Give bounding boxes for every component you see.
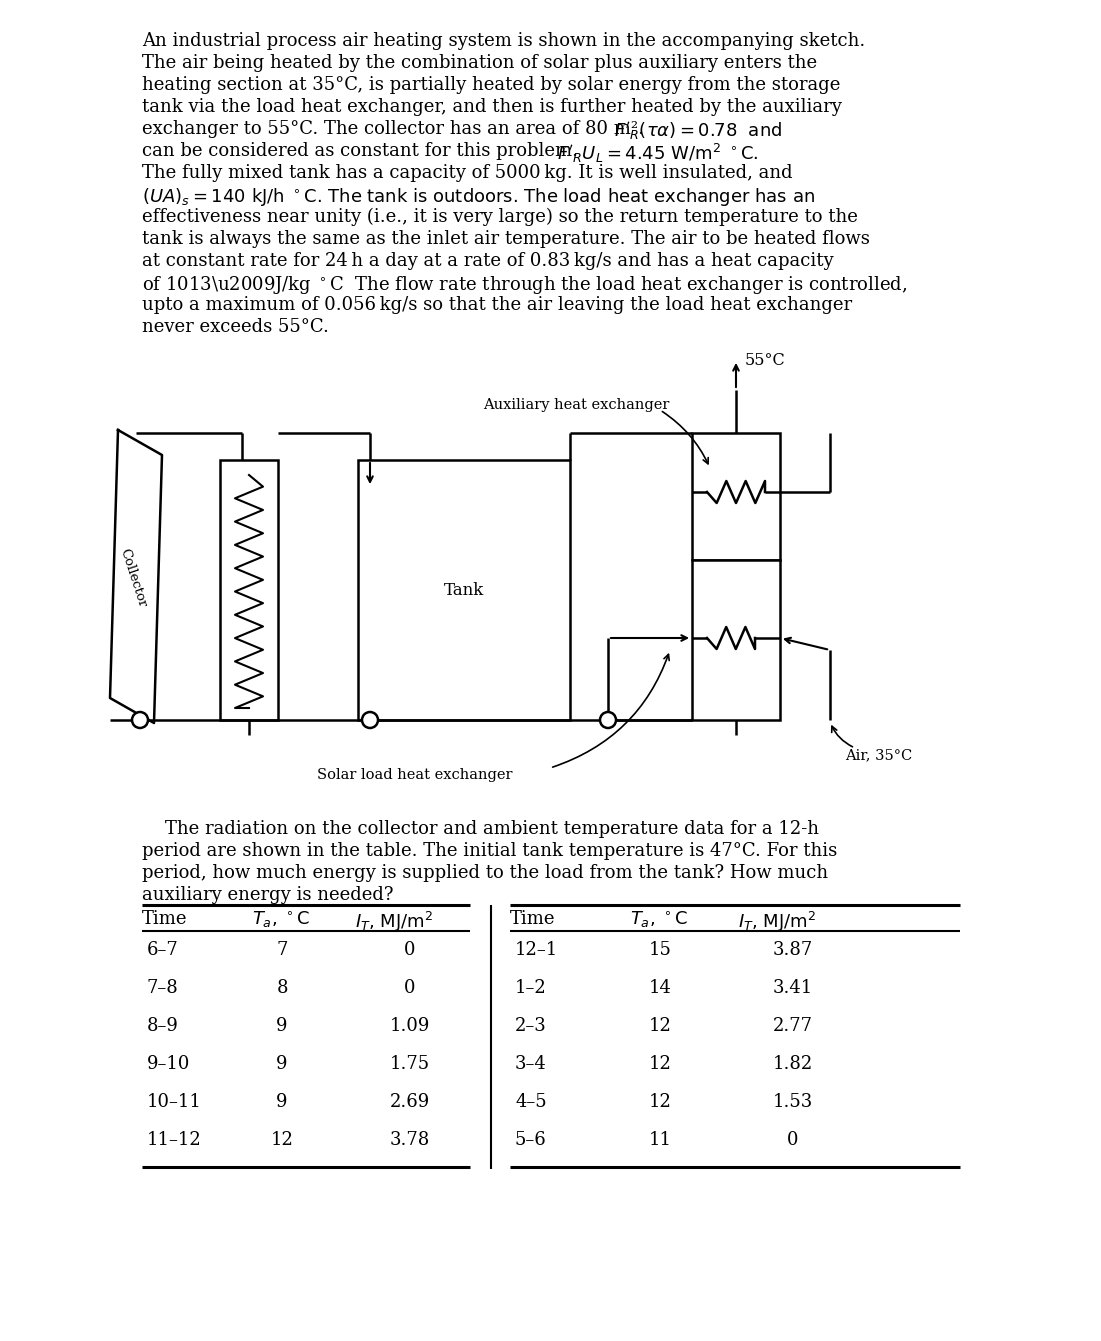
Text: 0: 0 xyxy=(404,979,416,996)
Text: The radiation on the collector and ambient temperature data for a 12-h: The radiation on the collector and ambie… xyxy=(142,819,819,838)
Text: 4–5: 4–5 xyxy=(515,1093,546,1110)
Text: Time: Time xyxy=(510,911,556,928)
Text: 12: 12 xyxy=(648,1016,672,1035)
Text: period, how much energy is supplied to the load from the tank? How much: period, how much energy is supplied to t… xyxy=(142,864,828,882)
Text: tank is always the same as the inlet air temperature. The air to be heated flows: tank is always the same as the inlet air… xyxy=(142,231,870,248)
Text: 9: 9 xyxy=(276,1093,287,1110)
Text: 2.77: 2.77 xyxy=(773,1016,813,1035)
Text: 11: 11 xyxy=(648,1130,672,1149)
Text: 3–4: 3–4 xyxy=(515,1055,547,1073)
Text: 1–2: 1–2 xyxy=(515,979,547,996)
Text: $F'_R(\tau\alpha) = 0.78$  and: $F'_R(\tau\alpha) = 0.78$ and xyxy=(614,119,782,142)
Text: 12: 12 xyxy=(648,1055,672,1073)
Text: The fully mixed tank has a capacity of 5000 kg. It is well insulated, and: The fully mixed tank has a capacity of 5… xyxy=(142,164,793,182)
Text: effectiveness near unity (i.e., it is very large) so the return temperature to t: effectiveness near unity (i.e., it is ve… xyxy=(142,208,858,227)
Text: heating section at 35°C, is partially heated by solar energy from the storage: heating section at 35°C, is partially he… xyxy=(142,76,840,94)
Text: 9–10: 9–10 xyxy=(148,1055,190,1073)
Text: 12–1: 12–1 xyxy=(515,941,558,959)
Text: can be considered as constant for this problem.: can be considered as constant for this p… xyxy=(142,142,589,160)
Text: never exceeds 55°C.: never exceeds 55°C. xyxy=(142,318,329,337)
Text: 1.09: 1.09 xyxy=(390,1016,430,1035)
Bar xyxy=(220,460,277,720)
Circle shape xyxy=(600,712,615,728)
Text: Collector: Collector xyxy=(118,547,149,609)
Text: Air, 35°C: Air, 35°C xyxy=(844,748,913,762)
Text: $F'_R U_L = 4.45\ \mathrm{W/m^2\ ^\circ C}.$: $F'_R U_L = 4.45\ \mathrm{W/m^2\ ^\circ … xyxy=(557,142,759,165)
Text: 7–8: 7–8 xyxy=(148,979,178,996)
Text: 9: 9 xyxy=(276,1055,287,1073)
Text: 8: 8 xyxy=(276,979,287,996)
Text: Solar load heat exchanger: Solar load heat exchanger xyxy=(317,768,513,782)
Text: of 1013\u2009J/kg $^\circ$C  The flow rate through the load heat exchanger is co: of 1013\u2009J/kg $^\circ$C The flow rat… xyxy=(142,274,907,296)
Text: 3.41: 3.41 xyxy=(773,979,814,996)
Bar xyxy=(693,561,780,720)
Text: $T_a$, $^\circ$C: $T_a$, $^\circ$C xyxy=(252,911,309,931)
Text: Auxiliary heat exchanger: Auxiliary heat exchanger xyxy=(483,398,669,412)
Text: upto a maximum of 0.056 kg/s so that the air leaving the load heat exchanger: upto a maximum of 0.056 kg/s so that the… xyxy=(142,296,852,314)
Text: 3.78: 3.78 xyxy=(390,1130,430,1149)
Text: $(UA)_s = 140\ \mathrm{kJ/h\ ^\circ C}$. The tank is outdoors. The load heat exc: $(UA)_s = 140\ \mathrm{kJ/h\ ^\circ C}$.… xyxy=(142,186,815,208)
Text: $T_a$, $^\circ$C: $T_a$, $^\circ$C xyxy=(630,911,688,931)
Text: tank via the load heat exchanger, and then is further heated by the auxiliary: tank via the load heat exchanger, and th… xyxy=(142,98,842,117)
Text: 0: 0 xyxy=(787,1130,798,1149)
Bar xyxy=(693,433,780,561)
Text: exchanger to 55°C. The collector has an area of 80 m².: exchanger to 55°C. The collector has an … xyxy=(142,119,655,138)
Text: The air being heated by the combination of solar plus auxiliary enters the: The air being heated by the combination … xyxy=(142,54,817,72)
Text: 6–7: 6–7 xyxy=(148,941,178,959)
Text: 1.53: 1.53 xyxy=(773,1093,814,1110)
Circle shape xyxy=(362,712,378,728)
Text: 55°C: 55°C xyxy=(745,351,786,369)
Text: 8–9: 8–9 xyxy=(148,1016,178,1035)
Text: 1.82: 1.82 xyxy=(773,1055,814,1073)
Text: Tank: Tank xyxy=(444,582,484,598)
Text: $I_T$, MJ/m$^2$: $I_T$, MJ/m$^2$ xyxy=(738,911,816,935)
Text: 3.87: 3.87 xyxy=(773,941,814,959)
Circle shape xyxy=(132,712,148,728)
Text: 11–12: 11–12 xyxy=(148,1130,201,1149)
Polygon shape xyxy=(110,430,162,723)
Text: 12: 12 xyxy=(271,1130,294,1149)
Text: An industrial process air heating system is shown in the accompanying sketch.: An industrial process air heating system… xyxy=(142,32,865,50)
Text: 2–3: 2–3 xyxy=(515,1016,547,1035)
Text: 1.75: 1.75 xyxy=(390,1055,430,1073)
Text: 5–6: 5–6 xyxy=(515,1130,547,1149)
Text: auxiliary energy is needed?: auxiliary energy is needed? xyxy=(142,886,393,904)
Text: 9: 9 xyxy=(276,1016,287,1035)
Text: 7: 7 xyxy=(276,941,287,959)
Text: Time: Time xyxy=(142,911,187,928)
Text: 14: 14 xyxy=(648,979,672,996)
Bar xyxy=(358,460,570,720)
Text: 2.69: 2.69 xyxy=(390,1093,430,1110)
Text: 10–11: 10–11 xyxy=(148,1093,201,1110)
Text: 15: 15 xyxy=(648,941,672,959)
Text: 0: 0 xyxy=(404,941,416,959)
Text: at constant rate for 24 h a day at a rate of 0.83 kg/s and has a heat capacity: at constant rate for 24 h a day at a rat… xyxy=(142,252,833,270)
Text: period are shown in the table. The initial tank temperature is 47°C. For this: period are shown in the table. The initi… xyxy=(142,842,837,860)
Text: 12: 12 xyxy=(648,1093,672,1110)
Text: $I_T$, MJ/m$^2$: $I_T$, MJ/m$^2$ xyxy=(355,911,434,935)
